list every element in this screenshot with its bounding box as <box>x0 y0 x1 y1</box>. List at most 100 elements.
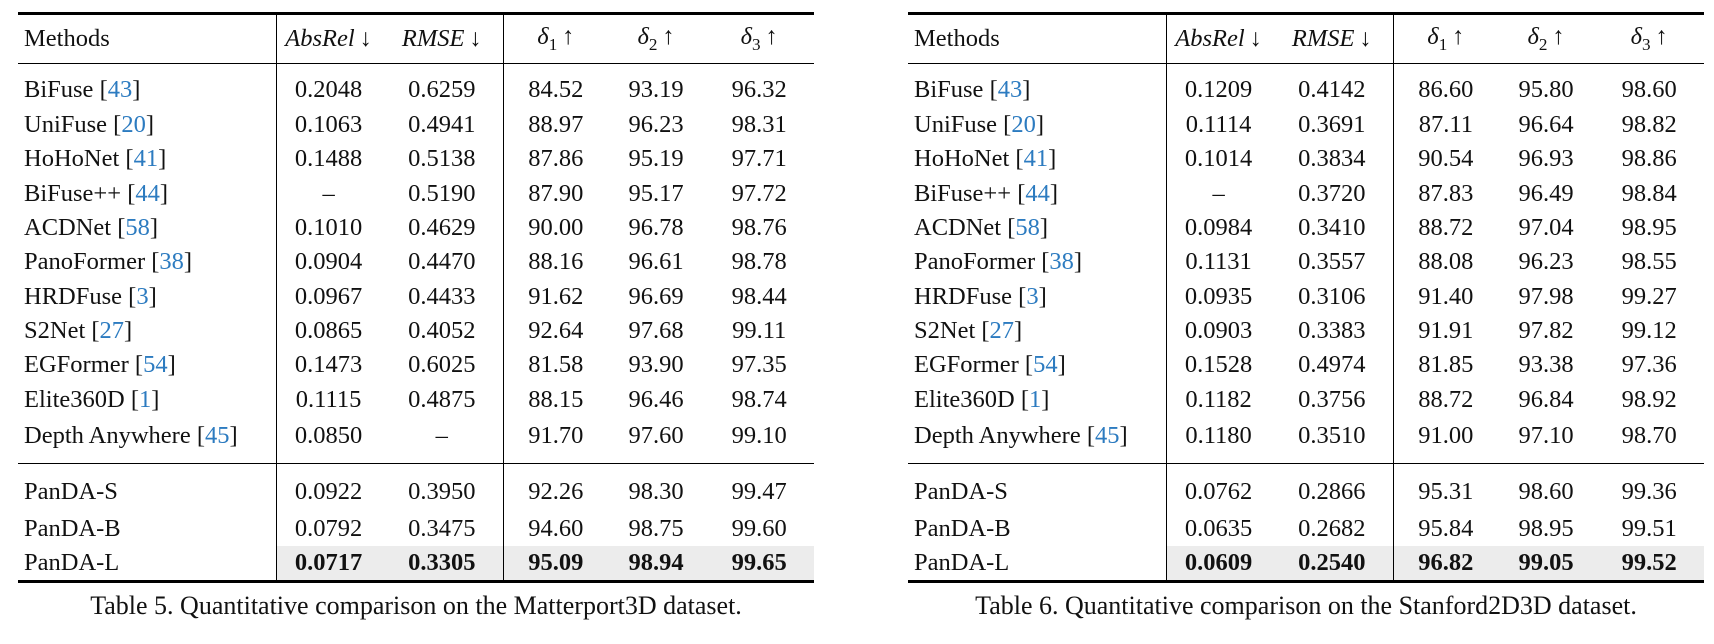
table-row: HoHoNet [41] 0.1014 0.3834 90.54 96.93 98.86 <box>908 142 1704 177</box>
cell-rmse: 0.4875 <box>408 385 476 413</box>
cell-method: PanDA-B <box>18 512 276 546</box>
cell-delta1: 87.90 <box>503 176 608 211</box>
cell-absrel: 0.1180 <box>1165 416 1271 464</box>
method-name: PanDA-B <box>24 514 121 542</box>
cell-absrel: 0.0717 <box>275 545 381 582</box>
cell-delta2: 96.84 <box>1518 385 1574 413</box>
cell-method: Elite360D [1] <box>24 385 160 413</box>
cell-rmse: 0.3691 <box>1298 111 1366 139</box>
table-row: Elite360D [1] 0.1115 0.4875 88.15 96.46 98.74 <box>18 382 814 417</box>
cell-rmse: – <box>435 421 448 449</box>
table-row: BiFuse++ [44] –0.5190 87.90 95.17 97.72 <box>18 176 814 211</box>
cell-delta1: 86.60 <box>1393 63 1498 108</box>
cell-delta2: 95.80 <box>1518 76 1574 103</box>
cell-absrel: 0.1473 <box>275 348 381 383</box>
citation-link[interactable]: 45 <box>1095 421 1120 449</box>
cell-absrel: 0.0850 <box>275 416 381 464</box>
cell-absrel: 0.0865 <box>275 313 381 349</box>
header-absrel: AbsRel ↓ <box>275 13 381 64</box>
table-row: ACDNet [58] 0.1010 0.4629 90.00 96.78 98.76 <box>18 210 814 246</box>
header-delta3-sub: 3 <box>752 34 761 54</box>
cell-delta3: 98.76 <box>731 214 787 242</box>
citation-link[interactable]: 58 <box>1015 214 1040 242</box>
method-name: Elite360D <box>24 385 125 413</box>
table-row: PanDA-S 0.0762 0.2866 95.31 98.60 99.36 <box>908 462 1704 512</box>
cell-delta3: 99.60 <box>731 514 787 542</box>
cell-rmse: 0.3475 <box>408 514 476 542</box>
cell-method: UniFuse [20] <box>914 111 1045 139</box>
cell-delta1: 84.52 <box>503 63 608 108</box>
citation-link[interactable]: 20 <box>121 111 146 139</box>
method-name: Elite360D <box>914 385 1015 413</box>
cell-delta2: 98.30 <box>607 462 705 512</box>
cell-delta3: 98.60 <box>1621 76 1677 103</box>
citation-link[interactable]: 27 <box>989 316 1015 344</box>
citation-link[interactable]: 43 <box>107 76 133 103</box>
up-arrow-icon: ↑ <box>562 23 575 51</box>
cell-delta1: 88.72 <box>1393 382 1498 417</box>
cell-delta3: 99.36 <box>1594 462 1704 512</box>
citation-link[interactable]: 1 <box>1029 385 1042 413</box>
cell-absrel: 0.0762 <box>1165 462 1271 512</box>
citation-link[interactable]: 1 <box>139 385 152 413</box>
citation-link[interactable]: 44 <box>1025 179 1050 207</box>
cell-delta3: 97.72 <box>731 179 787 207</box>
table-caption: Table 6. Quantitative comparison on the … <box>975 591 1637 621</box>
table-body: BiFuse [43] 0.1209 0.4142 86.60 95.80 98.60 Un… <box>908 63 1704 582</box>
method-name: HoHoNet <box>24 145 120 173</box>
cell-method: PanoFormer [38] <box>24 248 193 276</box>
cell-delta2: 97.10 <box>1518 421 1574 449</box>
cell-method: HRDFuse [3] <box>914 282 1047 310</box>
citation-link[interactable]: 41 <box>1023 145 1049 173</box>
cell-method: PanoFormer [38] <box>914 248 1083 276</box>
citation-link[interactable]: 54 <box>1033 351 1058 379</box>
method-name: ACDNet <box>24 214 112 242</box>
cell-delta2: 96.93 <box>1518 145 1574 173</box>
cell-method: PanDA-S <box>908 462 1167 512</box>
table-6-block: Methods AbsRel ↓ RMSE ↓ δ1 ↑ δ2 ↑ δ3 ↑ B… <box>908 12 1704 621</box>
cell-absrel: 0.0609 <box>1165 545 1271 582</box>
citation-link[interactable]: 58 <box>125 214 150 242</box>
cell-absrel: 0.0922 <box>275 462 381 512</box>
header-delta1: δ1 ↑ <box>503 13 608 64</box>
cell-delta1: 91.70 <box>503 416 608 464</box>
citation-link[interactable]: 20 <box>1011 111 1036 139</box>
header-delta1-sub: 1 <box>548 34 558 54</box>
cell-method: ACDNet [58] <box>24 214 159 242</box>
table-row: PanDA-L 0.0609 0.2540 96.82 99.05 99.52 <box>908 545 1704 582</box>
cell-method: ACDNet [58] <box>914 214 1049 242</box>
cell-delta3: 99.65 <box>704 545 814 582</box>
citation-link[interactable]: 3 <box>1026 282 1039 310</box>
method-name: ACDNet <box>914 214 1002 242</box>
citation-link[interactable]: 38 <box>159 248 184 276</box>
citation-link[interactable]: 27 <box>99 316 125 344</box>
header-delta2-sub: 2 <box>648 34 658 54</box>
cell-method: BiFuse [43] <box>24 76 141 103</box>
header-delta2: δ2 ↑ <box>607 13 705 64</box>
citation-link[interactable]: 54 <box>143 351 168 379</box>
cell-rmse: 0.2540 <box>1270 545 1394 582</box>
header-rmse-label: RMSE <box>1291 25 1355 52</box>
table-5-block: Methods AbsRel ↓ RMSE ↓ δ1 ↑ δ2 ↑ δ3 ↑ B… <box>18 12 814 621</box>
header-delta2-sub: 2 <box>1538 34 1548 54</box>
citation-link[interactable]: 45 <box>205 421 230 449</box>
method-name: PanoFormer <box>914 248 1036 276</box>
citation-link[interactable]: 3 <box>136 282 149 310</box>
table-row: ACDNet [58] 0.0984 0.3410 88.72 97.04 98.95 <box>908 210 1704 246</box>
up-arrow-icon: ↑ <box>765 23 778 51</box>
method-name: S2Net <box>914 316 976 344</box>
citation-link[interactable]: 44 <box>135 179 160 207</box>
cell-delta3: 98.86 <box>1621 145 1677 173</box>
cell-absrel: – <box>275 176 381 211</box>
cell-delta1: 91.62 <box>503 279 608 314</box>
header-delta1-sub: 1 <box>1438 34 1448 54</box>
method-name: PanDA-S <box>24 477 118 505</box>
citation-link[interactable]: 41 <box>133 145 159 173</box>
cell-delta1: 91.00 <box>1393 416 1498 464</box>
cell-delta3: 99.10 <box>731 421 787 449</box>
citation-link[interactable]: 43 <box>997 76 1023 103</box>
cell-rmse: 0.3557 <box>1298 248 1366 276</box>
table-row: S2Net [27] 0.0903 0.3383 91.91 97.82 99.12 <box>908 313 1704 349</box>
citation-link[interactable]: 38 <box>1049 248 1074 276</box>
cell-rmse: 0.2682 <box>1298 514 1366 542</box>
